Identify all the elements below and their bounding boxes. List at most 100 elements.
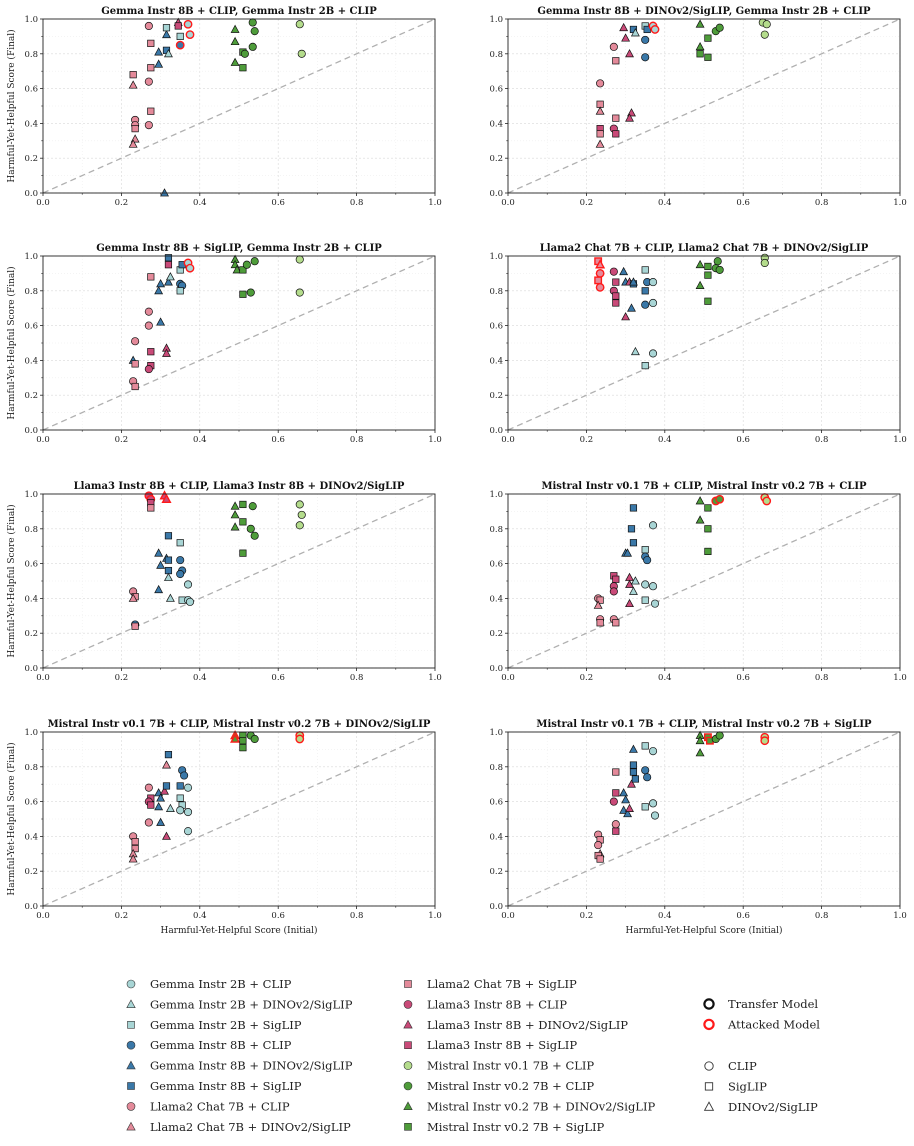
y-tick-label: 1.0 bbox=[489, 490, 503, 500]
data-point bbox=[297, 49, 306, 58]
data-point bbox=[176, 782, 184, 790]
y-tick-label: 0.4 bbox=[489, 119, 503, 129]
data-point bbox=[648, 582, 658, 591]
legend-label: DINOv2/SigLIP bbox=[728, 1100, 818, 1114]
data-point bbox=[641, 596, 649, 604]
legend-label: Transfer Model bbox=[728, 997, 818, 1011]
x-tick-label: 0.6 bbox=[271, 911, 285, 921]
data-point bbox=[144, 121, 153, 130]
data-point bbox=[715, 494, 725, 504]
data-point bbox=[704, 297, 712, 305]
data-point bbox=[760, 30, 769, 39]
data-point bbox=[144, 783, 153, 792]
data-point bbox=[612, 57, 620, 65]
data-point bbox=[629, 761, 638, 769]
data-point bbox=[250, 27, 259, 36]
legend-item: Gemma Instr 8B + CLIP bbox=[126, 1038, 292, 1052]
data-point bbox=[246, 524, 255, 533]
data-point bbox=[704, 504, 712, 512]
data-point bbox=[156, 793, 166, 802]
y-tick-label: 1.0 bbox=[489, 15, 503, 25]
data-point bbox=[297, 510, 306, 519]
legend-label: Attacked Model bbox=[727, 1017, 820, 1031]
y-axis-label: Harmful-Yet-Helpful Score (Final) bbox=[6, 266, 17, 419]
data-point bbox=[713, 257, 722, 266]
legend-marker bbox=[126, 1040, 136, 1050]
data-point bbox=[230, 24, 240, 33]
y-tick-label: 0.0 bbox=[489, 426, 503, 436]
x-tick-label: 0.6 bbox=[271, 198, 285, 208]
legend-item: Llama2 Chat 7B + CLIP bbox=[126, 1099, 290, 1113]
x-tick-label: 1.0 bbox=[893, 673, 907, 683]
data-point bbox=[609, 267, 618, 276]
data-point bbox=[596, 130, 604, 138]
data-point bbox=[641, 766, 650, 775]
y-tick-label: 0.6 bbox=[24, 560, 38, 570]
y-tick-label: 0.2 bbox=[24, 629, 38, 639]
data-point bbox=[144, 307, 153, 316]
y-tick-label: 0.8 bbox=[489, 50, 503, 60]
legend-label: Mistral Instr v0.2 7B + SigLIP bbox=[427, 1120, 605, 1134]
data-point bbox=[609, 797, 618, 806]
data-point bbox=[695, 735, 705, 745]
y-axis-label: Harmful-Yet-Helpful Score (Final) bbox=[6, 742, 17, 895]
x-tick-label: 1.0 bbox=[893, 198, 907, 208]
x-tick-label: 0.4 bbox=[658, 911, 672, 921]
legend-item: Gemma Instr 8B + SigLIP bbox=[127, 1079, 302, 1093]
data-point bbox=[176, 556, 185, 565]
data-point bbox=[295, 734, 305, 744]
data-point bbox=[641, 53, 650, 62]
data-point bbox=[131, 838, 139, 846]
x-tick-label: 0.6 bbox=[271, 673, 285, 683]
data-point bbox=[162, 831, 171, 840]
data-point bbox=[129, 71, 137, 79]
data-point bbox=[128, 593, 138, 602]
data-point bbox=[230, 733, 241, 743]
data-point bbox=[596, 619, 604, 627]
data-point bbox=[625, 113, 634, 122]
y-tick-label: 0.6 bbox=[489, 85, 503, 95]
y-tick-label: 1.0 bbox=[489, 728, 503, 738]
data-point bbox=[695, 259, 705, 269]
legend-marker bbox=[404, 1123, 412, 1131]
x-tick-label: 0.0 bbox=[36, 911, 50, 921]
data-point bbox=[147, 273, 155, 281]
data-point bbox=[627, 779, 636, 788]
data-point bbox=[147, 39, 155, 47]
data-point bbox=[250, 531, 259, 540]
data-point bbox=[295, 288, 304, 297]
data-point bbox=[629, 768, 638, 776]
data-point bbox=[704, 547, 712, 556]
x-tick-label: 0.6 bbox=[736, 435, 750, 445]
data-point bbox=[594, 276, 603, 285]
data-point bbox=[154, 285, 164, 295]
data-point bbox=[696, 50, 704, 58]
data-point bbox=[650, 25, 660, 34]
y-axis-label: Harmful-Yet-Helpful Score (Final) bbox=[6, 29, 17, 182]
data-point bbox=[250, 734, 259, 744]
y-axis-label: Harmful-Yet-Helpful Score (Final) bbox=[6, 504, 17, 657]
legend-item: Gemma Instr 2B + CLIP bbox=[126, 977, 292, 991]
legend-label: Llama3 Instr 8B + CLIP bbox=[427, 997, 567, 1011]
legend-item: Llama3 Instr 8B + CLIP bbox=[403, 997, 567, 1011]
data-point bbox=[695, 42, 705, 51]
data-point bbox=[641, 546, 649, 554]
legend-item: Gemma Instr 2B + SigLIP bbox=[127, 1018, 302, 1032]
data-point bbox=[165, 272, 175, 281]
panel-title: Llama2 Chat 7B + CLIP, Llama2 Chat 7B + … bbox=[540, 243, 869, 254]
y-tick-label: 1.0 bbox=[24, 252, 38, 262]
data-point bbox=[176, 287, 184, 295]
y-tick-label: 0.2 bbox=[489, 154, 503, 164]
data-point bbox=[163, 277, 173, 286]
data-point bbox=[176, 32, 184, 40]
y-tick-label: 0.8 bbox=[24, 525, 38, 535]
data-point bbox=[625, 48, 634, 58]
legend-marker bbox=[703, 1018, 715, 1031]
data-point bbox=[621, 33, 631, 42]
data-point bbox=[162, 29, 171, 39]
legend-item: Mistral Instr v0.2 7B + SigLIP bbox=[404, 1120, 605, 1134]
data-point bbox=[596, 79, 605, 88]
data-point bbox=[648, 278, 658, 287]
data-point bbox=[147, 504, 155, 512]
x-tick-label: 0.6 bbox=[736, 673, 750, 683]
